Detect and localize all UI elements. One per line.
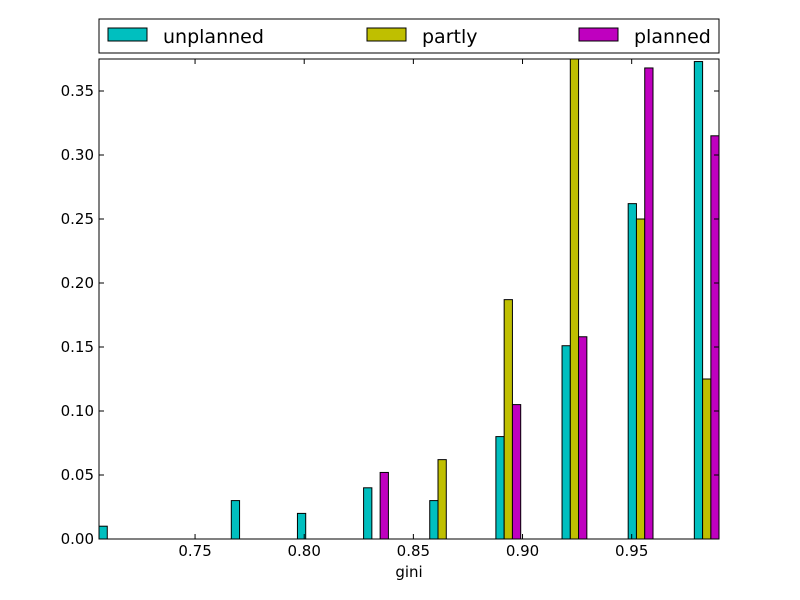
- y-tick-label: 0.20: [61, 274, 94, 292]
- legend-label-partly: partly: [422, 26, 478, 48]
- bar-unplanned-4: [363, 487, 373, 539]
- y-tick-label: 0.35: [61, 82, 94, 100]
- legend-label-unplanned: unplanned: [163, 26, 264, 48]
- bar-partly-7: [569, 59, 580, 539]
- legend: unplanned partly planned: [98, 18, 720, 54]
- bar-partly-5: [437, 459, 447, 539]
- axis-ticks: 0.00 0.05 0.10 0.15 0.20 0.25 0.30 0.35 0.75 0.80…: [61, 59, 719, 560]
- bar-unplanned-2: [230, 500, 241, 539]
- bar-unplanned-7: [561, 345, 571, 539]
- bar-unplanned-3: [296, 512, 307, 539]
- legend-swatch-unplanned: [107, 27, 148, 42]
- x-tick-label: 0.90: [506, 542, 539, 560]
- legend-swatch-planned: [578, 27, 619, 42]
- x-tick-label: 0.80: [288, 542, 321, 560]
- y-tick-label: 0.05: [61, 466, 94, 484]
- bar-planned-7: [578, 336, 588, 539]
- bar-unplanned-8: [627, 203, 637, 539]
- legend-label-planned: planned: [634, 26, 711, 48]
- bar-partly-6: [503, 299, 513, 539]
- plot-area-frame: [98, 58, 720, 540]
- y-tick-label: 0.15: [61, 338, 94, 356]
- bar-planned-4: [379, 471, 389, 539]
- y-tick-label: 0.10: [61, 402, 94, 420]
- bar-unplanned-0: [99, 525, 108, 539]
- bar-unplanned-6: [495, 436, 505, 539]
- x-tick-label: 0.75: [178, 542, 211, 560]
- x-tick-label: 0.95: [615, 542, 648, 560]
- bar-partly-9: [702, 378, 712, 539]
- bar-unplanned-9: [693, 61, 704, 539]
- legend-swatch-partly: [366, 27, 407, 42]
- y-tick-label: 0.00: [61, 530, 94, 548]
- x-tick-label: 0.85: [397, 542, 430, 560]
- bar-planned-8: [644, 67, 654, 539]
- bars: [99, 59, 719, 539]
- bar-planned-6: [511, 404, 522, 539]
- y-tick-label: 0.25: [61, 210, 94, 228]
- bar-planned-9: [710, 135, 719, 539]
- x-axis-label: gini: [395, 563, 422, 581]
- bar-unplanned-5: [429, 500, 439, 539]
- y-tick-label: 0.30: [61, 146, 94, 164]
- bar-partly-8: [635, 218, 646, 539]
